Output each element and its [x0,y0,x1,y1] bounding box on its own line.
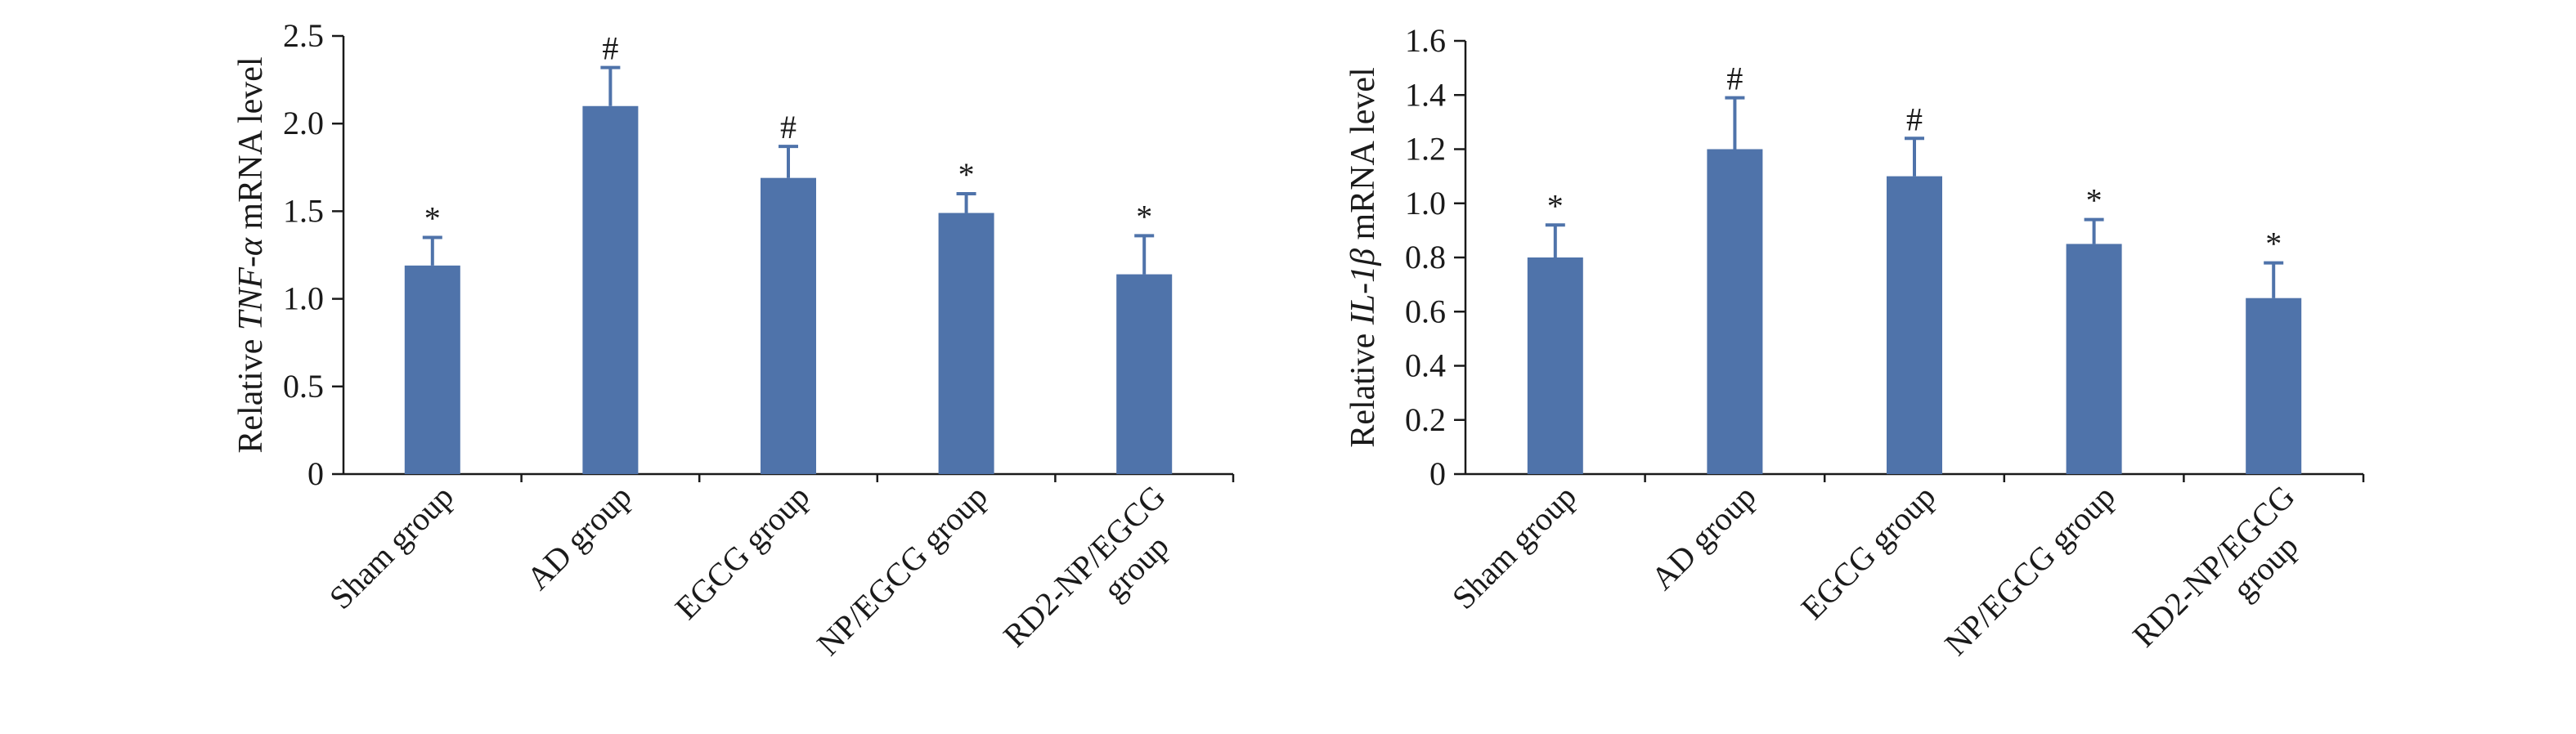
x-category-label: Sham group [322,478,460,616]
x-category-label: NP/EGCG group [810,478,994,663]
bar [938,213,994,474]
bar [1887,176,1942,474]
x-category-label: AD group [1644,478,1763,597]
y-tick-label: 0.6 [1405,293,1446,329]
x-category-label-line: Sham group [322,478,460,616]
significance-marker: * [2265,226,2282,262]
y-axis-title-prefix: Relative [232,330,270,453]
y-tick-label: 0 [1429,455,1446,492]
y-axis-title-suffix: mRNA level [232,56,270,238]
x-category-label: RD2-NP/EGCGgroup [2125,478,2328,681]
y-tick-label: 1.0 [283,280,324,317]
significance-marker: * [424,200,441,237]
y-tick-label: 2.0 [283,105,324,141]
y-tick-label: 0.2 [1405,401,1446,438]
x-category-label-line: NP/EGCG group [810,478,994,663]
bar [1527,257,1583,474]
y-axis-title-prefix: Relative [1344,324,1382,447]
x-category-label-line: NP/EGCG group [1937,478,2122,663]
bar [2066,244,2122,474]
y-tick-label: 0.4 [1405,347,1446,384]
x-category-label: Sham group [1445,478,1583,616]
y-axis-title-gene: TNF-α [232,237,270,330]
x-category-label: RD2-NP/EGCGgroup [996,478,1199,681]
x-category-label-line: Sham group [1445,478,1583,616]
x-category-label-line: AD group [1644,478,1763,597]
bar [1707,149,1763,474]
y-axis-title-gene: IL-1β [1344,248,1382,325]
x-category-label: NP/EGCG group [1937,478,2122,663]
y-tick-label: 1.0 [1405,185,1446,222]
y-axis-title-suffix: mRNA level [1344,67,1382,248]
significance-marker: # [780,109,797,145]
x-category-label: EGCG group [667,478,816,627]
x-category-label: AD group [519,478,639,597]
y-tick-label: 1.6 [1405,22,1446,59]
x-category-label-line: EGCG group [667,478,816,627]
bar [404,265,460,474]
y-tick-label: 2.5 [283,17,324,54]
bar [1116,274,1173,474]
y-tick-label: 0 [307,455,324,492]
significance-marker: * [1136,198,1152,235]
y-tick-label: 0.5 [283,368,324,405]
y-tick-label: 1.4 [1405,76,1446,113]
y-axis-title: Relative IL-1β mRNA level [1344,67,1382,447]
bar [761,177,816,474]
bar [582,105,639,474]
significance-marker: * [958,156,975,193]
y-axis-title: Relative TNF-α mRNA level [232,56,270,453]
x-category-label-line: EGCG group [1793,478,1942,627]
significance-marker: * [2086,182,2103,219]
bar [2246,298,2302,474]
x-category-label-line: AD group [519,478,639,597]
il-1beta-chart: 0 0.2 0.4 0.6 0.8 1.0 1.2 1.4 1.6 * Sham group # AD … [1344,22,2365,681]
significance-marker: # [1726,60,1743,97]
x-category-label: EGCG group [1793,478,1942,627]
y-tick-label: 0.8 [1405,239,1446,275]
significance-marker: # [602,30,618,67]
y-tick-label: 1.2 [1405,131,1446,168]
significance-marker: # [1906,101,1923,137]
y-tick-label: 1.5 [283,192,324,229]
tnf-alpha-chart: 0 0.5 1.0 1.5 2.0 2.5 * Sham group # AD group # EGC… [232,17,1235,681]
significance-marker: * [1547,187,1564,224]
